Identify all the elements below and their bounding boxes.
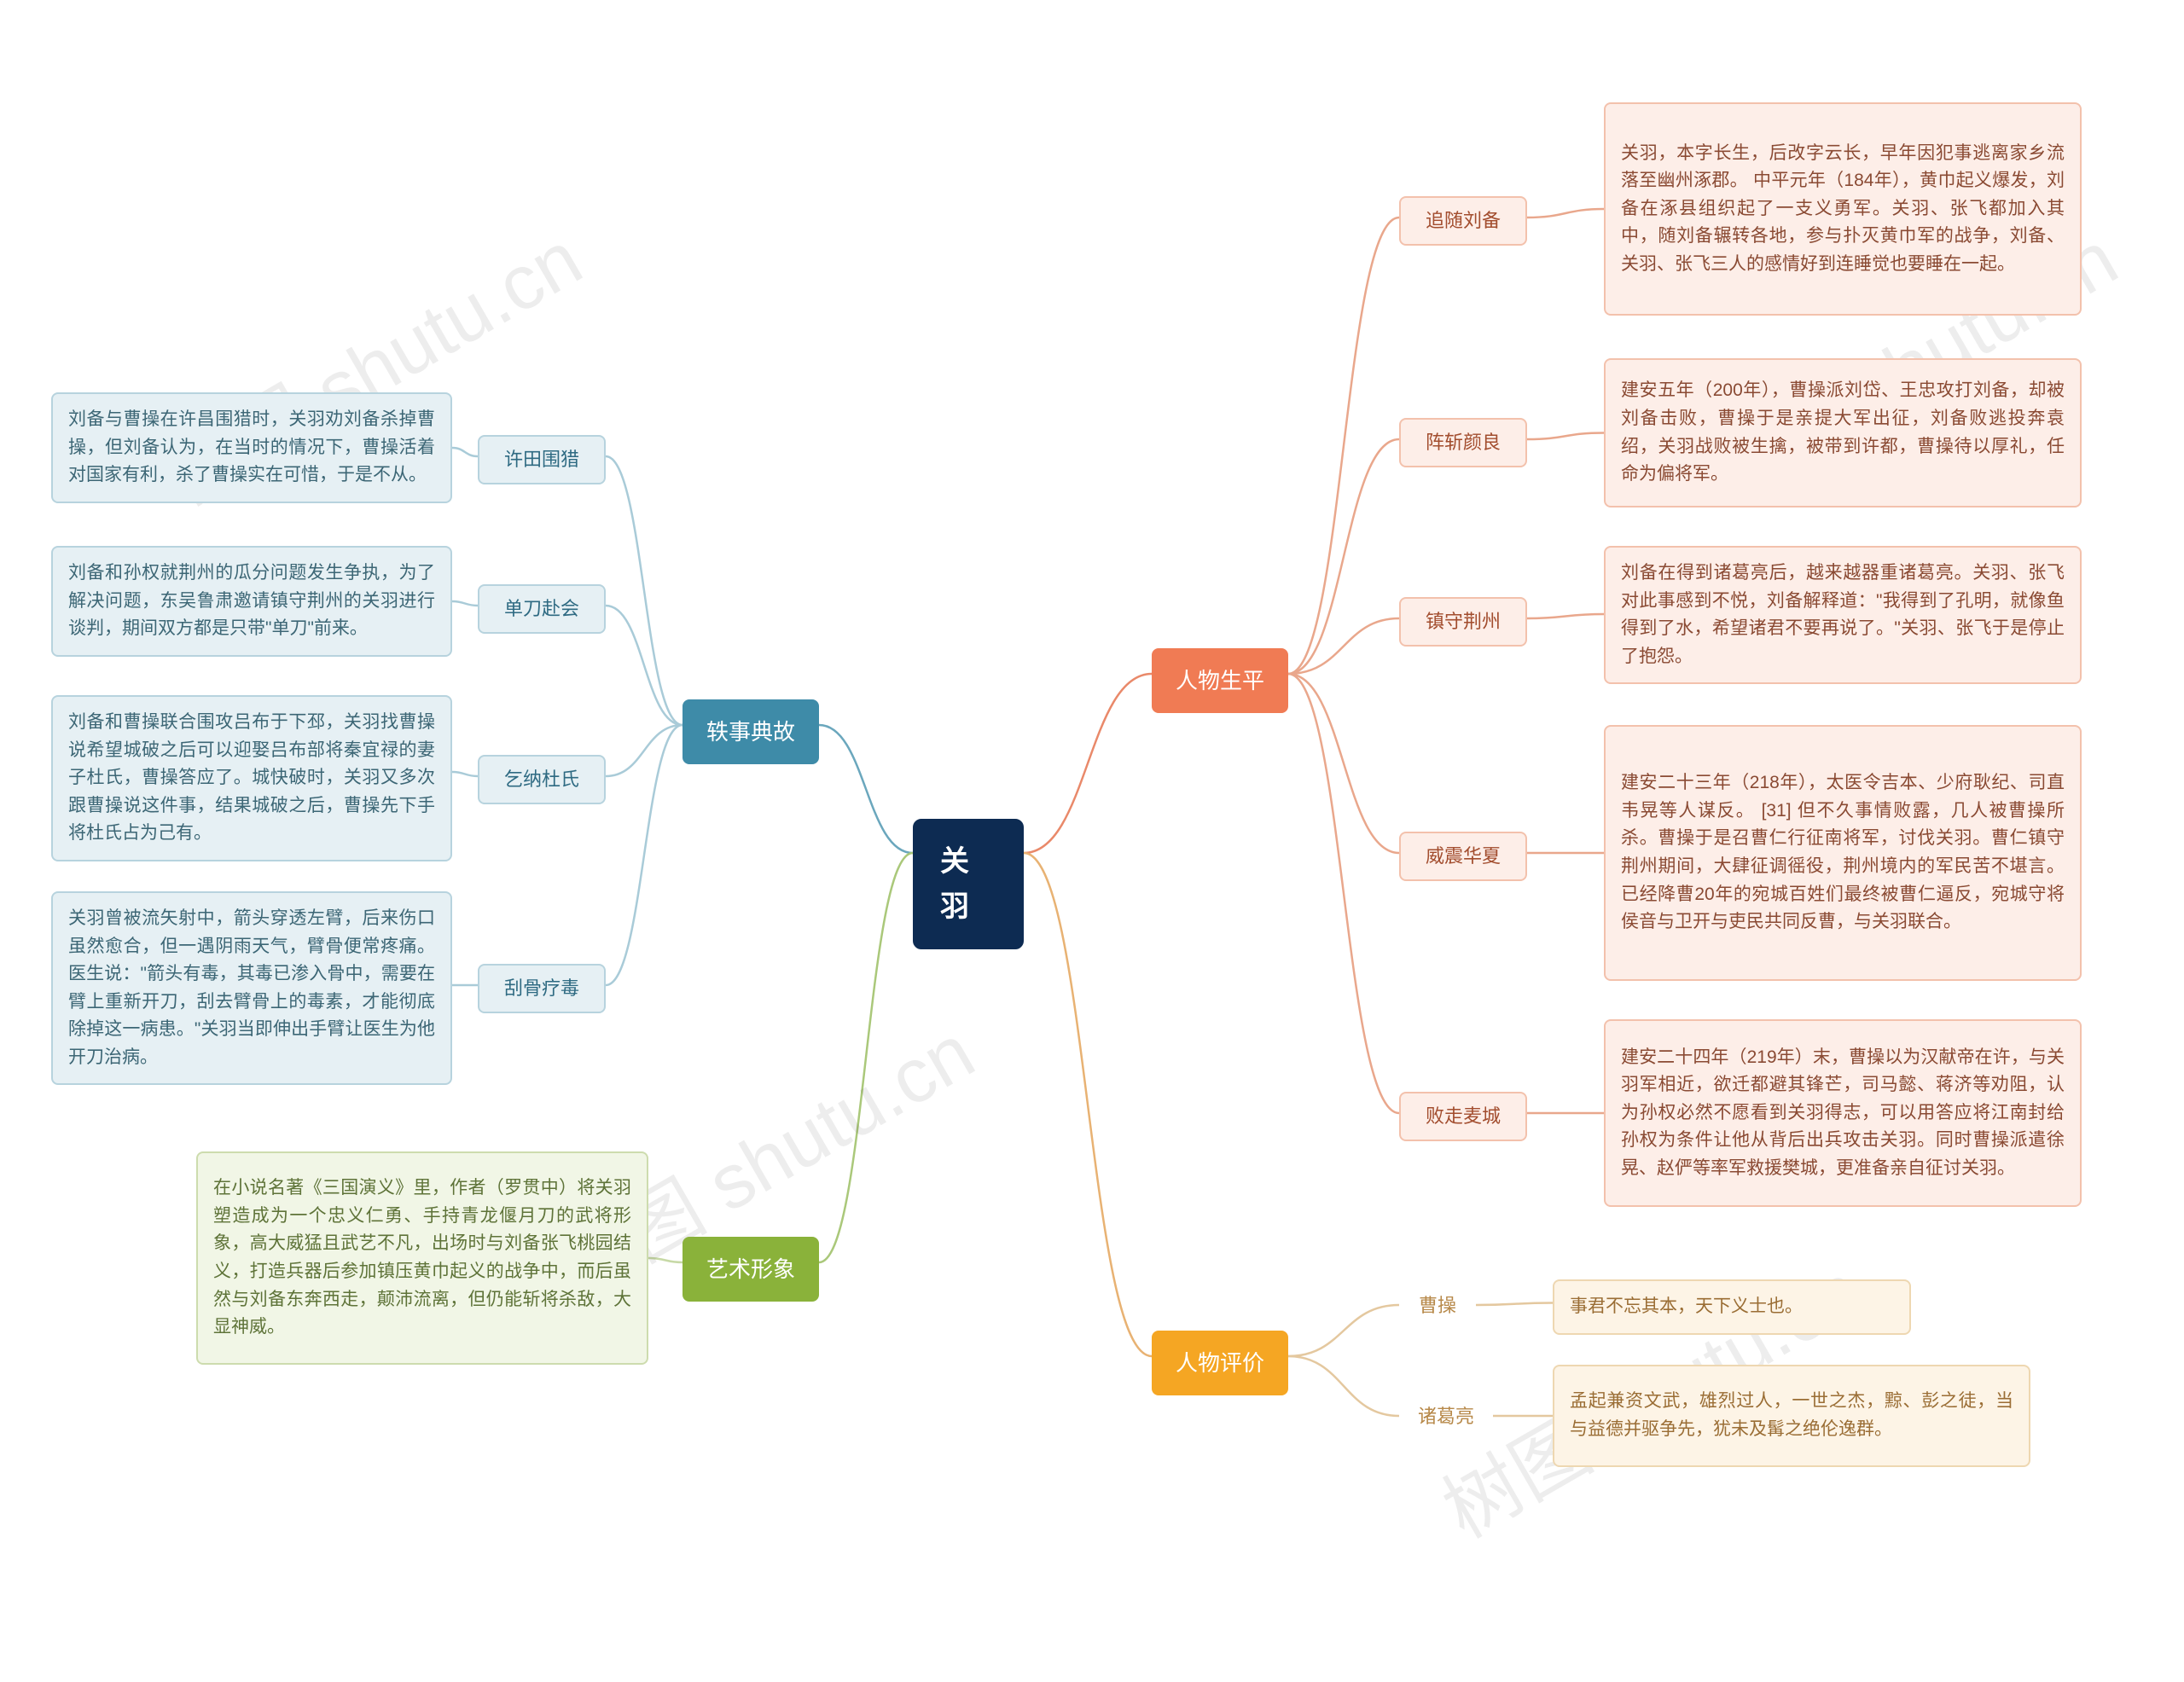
branch-art: 艺术形象: [682, 1237, 819, 1302]
desc-anec2: 刘备和孙权就荆州的瓜分问题发生争执，为了解决问题，东吴鲁肃邀请镇守荆州的关羽进行…: [51, 546, 452, 657]
desc-anec4: 关羽曾被流矢射中，箭头穿透左臂，后来伤口虽然愈合，但一遇阴雨天气，臂骨便常疼痛。…: [51, 891, 452, 1085]
sub-eval2: 诸葛亮: [1399, 1399, 1493, 1435]
desc-eval2: 孟起兼资文武，雄烈过人，一世之杰，黥、彭之徒，当与益德并驱争先，犹未及髯之绝伦逸…: [1553, 1365, 2030, 1467]
desc-life2: 建安五年（200年），曹操派刘岱、王忠攻打刘备，却被刘备击败，曹操于是亲提大军出…: [1604, 358, 2082, 508]
sub-anec3: 乞纳杜氏: [478, 755, 606, 804]
center-node: 关羽: [913, 819, 1024, 949]
sub-anec4: 刮骨疗毒: [478, 964, 606, 1013]
branch-anec: 轶事典故: [682, 699, 819, 764]
sub-anec1: 许田围猎: [478, 435, 606, 484]
sub-eval1: 曹操: [1399, 1288, 1476, 1324]
sub-life2: 阵斩颜良: [1399, 418, 1527, 467]
desc-eval1: 事君不忘其本，天下义士也。: [1553, 1279, 1911, 1335]
branch-life: 人物生平: [1152, 648, 1288, 713]
sub-life4: 威震华夏: [1399, 832, 1527, 881]
desc-anec1: 刘备与曹操在许昌围猎时，关羽劝刘备杀掉曹操，但刘备认为，在当时的情况下，曹操活着…: [51, 392, 452, 503]
branch-eval: 人物评价: [1152, 1331, 1288, 1395]
desc-life1: 关羽，本字长生，后改字云长，早年因犯事逃离家乡流落至幽州涿郡。 中平元年（184…: [1604, 102, 2082, 316]
desc-art-0: 在小说名著《三国演义》里，作者（罗贯中）将关羽塑造成为一个忠义仁勇、手持青龙偃月…: [196, 1151, 648, 1365]
desc-life5: 建安二十四年（219年）末，曹操以为汉献帝在许，与关羽军相近，欲迁都避其锋芒，司…: [1604, 1019, 2082, 1207]
sub-life3: 镇守荆州: [1399, 597, 1527, 647]
desc-anec3: 刘备和曹操联合围攻吕布于下邳，关羽找曹操说希望城破之后可以迎娶吕布部将秦宜禄的妻…: [51, 695, 452, 861]
sub-life5: 败走麦城: [1399, 1092, 1527, 1141]
sub-life1: 追随刘备: [1399, 196, 1527, 246]
desc-life3: 刘备在得到诸葛亮后，越来越器重诸葛亮。关羽、张飞对此事感到不悦，刘备解释道："我…: [1604, 546, 2082, 684]
desc-life4: 建安二十三年（218年），太医令吉本、少府耿纪、司直韦晃等人谋反。 [31] 但…: [1604, 725, 2082, 981]
sub-anec2: 单刀赴会: [478, 584, 606, 634]
